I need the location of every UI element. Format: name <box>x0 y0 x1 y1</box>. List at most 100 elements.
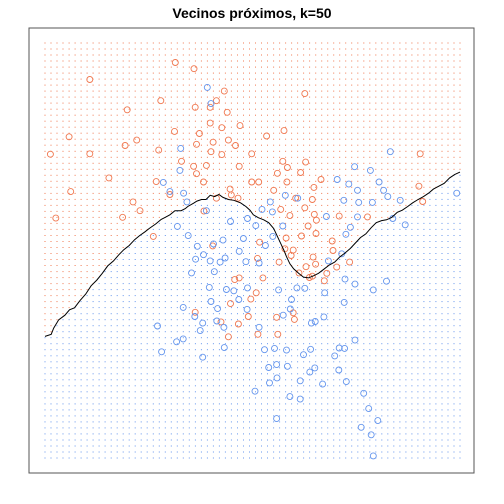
grid-dot <box>188 90 190 92</box>
grid-dot <box>62 114 64 116</box>
grid-dot <box>158 198 160 200</box>
data-point-orange <box>323 269 331 277</box>
grid-dot <box>224 72 226 74</box>
grid-dot <box>375 186 377 188</box>
grid-dot <box>321 72 323 74</box>
grid-dot <box>285 235 287 236</box>
grid-dot <box>243 265 244 266</box>
grid-dot <box>369 126 371 128</box>
grid-dot <box>441 331 443 333</box>
grid-dot <box>405 222 407 224</box>
grid-dot <box>68 174 70 176</box>
grid-dot <box>164 391 166 393</box>
grid-dot <box>357 247 359 248</box>
grid-dot <box>110 174 112 176</box>
grid-dot <box>243 54 244 56</box>
grid-dot <box>279 373 281 375</box>
grid-dot <box>339 433 341 435</box>
grid-dot <box>369 48 371 50</box>
grid-dot <box>134 132 136 134</box>
grid-dot <box>441 283 443 285</box>
grid-dot <box>134 355 136 357</box>
grid-dot <box>230 54 232 56</box>
grid-dot <box>182 102 184 104</box>
grid-dot <box>357 313 359 315</box>
grid-dot <box>182 403 184 405</box>
grid-dot <box>273 361 275 363</box>
grid-dot <box>146 72 148 74</box>
grid-dot <box>441 295 443 297</box>
grid-dot <box>273 319 275 321</box>
grid-dot <box>267 241 268 242</box>
grid-dot <box>291 222 293 224</box>
grid-dot <box>62 271 64 273</box>
grid-dot <box>309 259 311 260</box>
grid-dot <box>327 174 329 176</box>
grid-dot <box>243 144 244 146</box>
grid-dot <box>279 337 281 339</box>
grid-dot <box>206 349 208 351</box>
grid-dot <box>297 355 299 357</box>
grid-dot <box>375 301 377 303</box>
grid-dot <box>80 198 82 200</box>
grid-dot <box>351 343 353 345</box>
grid-dot <box>387 403 389 405</box>
grid-dot <box>237 216 238 218</box>
grid-dot <box>230 42 232 44</box>
grid-dot <box>411 331 413 333</box>
grid-dot <box>267 42 268 44</box>
grid-dot <box>279 433 281 435</box>
grid-dot <box>279 48 281 50</box>
grid-dot <box>315 102 317 104</box>
grid-dot <box>351 397 353 399</box>
grid-dot <box>230 132 232 134</box>
grid-dot <box>351 168 353 170</box>
grid-dot <box>170 313 172 315</box>
grid-dot <box>194 325 196 327</box>
grid-dot <box>200 373 202 375</box>
grid-dot <box>429 186 431 188</box>
grid-dot <box>230 210 232 212</box>
grid-dot <box>50 373 52 375</box>
grid-dot <box>170 403 172 405</box>
grid-dot <box>309 150 311 152</box>
grid-dot <box>74 265 76 266</box>
grid-dot <box>315 235 317 236</box>
grid-dot <box>243 325 244 327</box>
grid-dot <box>74 301 76 303</box>
grid-dot <box>44 72 46 74</box>
grid-dot <box>459 114 461 116</box>
grid-dot <box>453 253 455 254</box>
grid-dot <box>441 403 443 405</box>
grid-dot <box>74 48 76 50</box>
grid-dot <box>50 271 52 273</box>
grid-dot <box>291 42 293 44</box>
grid-dot <box>62 54 64 56</box>
grid-dot <box>327 289 329 291</box>
grid-dot <box>56 331 58 333</box>
grid-dot <box>351 78 353 80</box>
grid-dot <box>98 421 100 423</box>
grid-dot <box>291 228 293 230</box>
grid-dot <box>393 385 395 387</box>
grid-dot <box>237 228 238 230</box>
grid-dot <box>309 42 311 44</box>
grid-dot <box>429 325 431 327</box>
grid-dot <box>315 66 317 68</box>
grid-dot <box>80 343 82 345</box>
grid-dot <box>230 102 232 104</box>
grid-dot <box>194 84 196 86</box>
grid-dot <box>116 162 118 164</box>
grid-dot <box>44 168 46 170</box>
grid-dot <box>74 379 76 381</box>
grid-dot <box>44 451 46 453</box>
grid-dot <box>279 84 281 86</box>
grid-dot <box>453 361 455 363</box>
grid-dot <box>218 355 220 357</box>
grid-dot <box>170 373 172 375</box>
grid-dot <box>255 222 256 224</box>
grid-dot <box>44 397 46 399</box>
grid-dot <box>134 337 136 339</box>
grid-dot <box>411 445 413 447</box>
grid-dot <box>369 343 371 345</box>
